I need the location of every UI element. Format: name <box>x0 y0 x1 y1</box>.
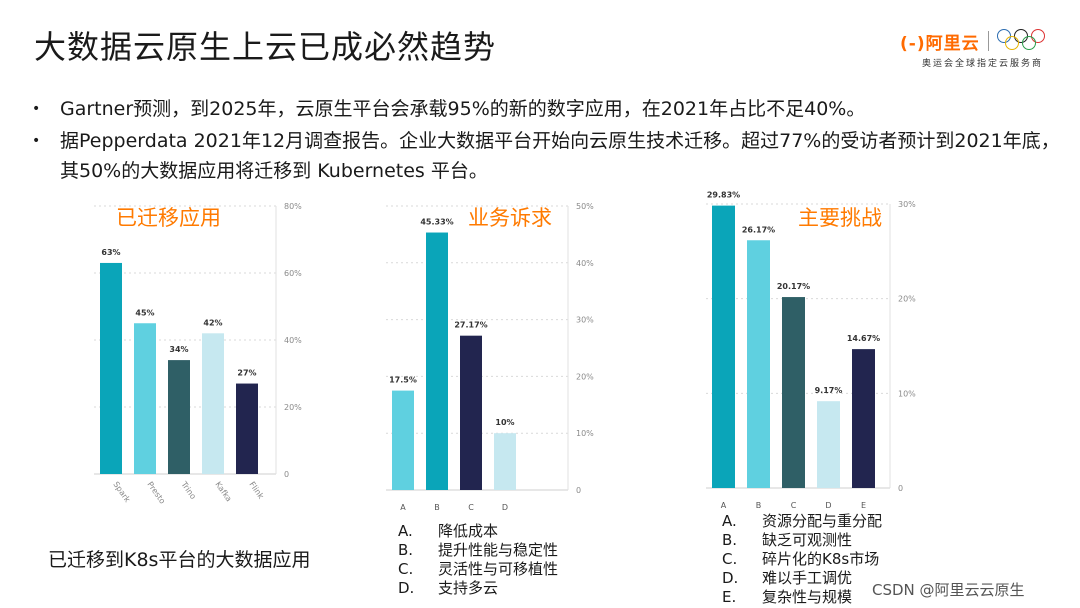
x-tick-label: Trino <box>179 479 198 501</box>
legend-item: B. 缺乏可观测性 <box>722 531 853 549</box>
bullet-text: Gartner预测，到2025年，云原生平台会承载95%的新的数字应用，在202… <box>60 98 866 120</box>
x-tick-label: D <box>502 503 508 512</box>
bar <box>236 383 258 474</box>
x-tick-label: B <box>756 501 762 510</box>
chart-migrated-apps: 已迁移应用 0 20% 40% 60% 80% 63% Spark 45% Presto 34% T… <box>80 196 310 516</box>
x-tick-label: Presto <box>145 480 167 506</box>
x-tick-label: D <box>825 501 831 510</box>
y-tick-label: 20% <box>576 372 594 381</box>
data-label: 34% <box>169 345 188 354</box>
chart-title: 已迁移应用 <box>116 206 221 230</box>
legend-item: A. 资源分配与重分配 <box>722 512 883 530</box>
data-label: 10% <box>495 418 514 427</box>
legend-item: E. 复杂性与规模 <box>722 588 853 606</box>
page-title: 大数据云原生上云已成必然趋势 <box>34 28 497 66</box>
y-tick-label: 20% <box>898 295 916 304</box>
y-tick-label: 0 <box>898 484 903 493</box>
y-tick-label: 0 <box>284 470 289 479</box>
logo-divider <box>987 31 989 51</box>
x-tick-label: E <box>861 501 866 510</box>
bar <box>852 349 875 488</box>
bar <box>168 360 190 474</box>
bullet-text: 据Pepperdata 2021年12月调查报告。企业大数据平台开始向云原生技术… <box>60 130 1060 182</box>
data-label: 63% <box>101 248 120 257</box>
y-tick-label: 30% <box>898 200 916 209</box>
bar <box>782 297 805 488</box>
watermark: CSDN @阿里云云原生 <box>872 581 1025 599</box>
bar <box>817 401 840 488</box>
x-tick-label: A <box>400 503 406 512</box>
bar <box>460 335 482 490</box>
data-label: 9.17% <box>815 386 843 395</box>
y-tick-label: 80% <box>284 202 302 211</box>
y-tick-label: 0 <box>576 486 581 495</box>
data-label: 45% <box>135 308 154 317</box>
x-tick-label: Kafka <box>213 480 233 503</box>
chart-svg: 0 20% 40% 60% 80% 63% Spark 45% Presto 34% Trino 42… <box>94 202 302 506</box>
x-tick-label: Flink <box>247 480 265 501</box>
x-tick-label: B <box>434 503 440 512</box>
data-label: 17.5% <box>389 376 417 385</box>
x-tick-label: C <box>791 501 797 510</box>
logo-subtitle: 奥运会全球指定云服务商 <box>922 59 1044 69</box>
data-label: 26.17% <box>742 225 775 234</box>
bar <box>100 262 122 474</box>
legend-item: A. 降低成本 <box>398 522 499 540</box>
y-tick-label: 60% <box>284 269 302 278</box>
y-tick-label: 40% <box>576 259 594 268</box>
legend-item: D. 支持多云 <box>398 579 499 597</box>
data-label: 20.17% <box>777 282 810 291</box>
bar <box>134 323 156 474</box>
olympic-rings-icon <box>996 29 1045 53</box>
y-tick-label: 10% <box>898 389 916 398</box>
aliyun-logo-mark: (-)阿里云 <box>900 33 980 54</box>
bar <box>494 433 516 490</box>
y-tick-label: 10% <box>576 429 594 438</box>
aliyun-logo: (-)阿里云 奥运会全球指定云服务商 <box>900 26 1068 72</box>
chart-main-challenges: 主要挑战 0 10% 20% 30% 29.83% A 26.17% B 20.17% C 9.17… <box>694 186 924 516</box>
bar <box>202 333 224 474</box>
chart-svg: 0 10% 20% 30% 29.83% A 26.17% B 20.17% C 9.17% D 14.… <box>706 191 916 510</box>
data-label: 27.17% <box>454 321 487 330</box>
legend-business-demands: A. 降低成本 B. 提升性能与稳定性 C. 灵活性与可移植性 D. 支持多云 <box>398 522 558 598</box>
bar <box>426 232 448 490</box>
bar <box>747 240 770 488</box>
chart-title: 主要挑战 <box>798 206 882 230</box>
legend-item: C. 碎片化的K8s市场 <box>722 550 880 568</box>
bar <box>712 205 735 489</box>
legend-main-challenges: A. 资源分配与重分配 B. 缺乏可观测性 C. 碎片化的K8s市场 D. 难以手工调优… <box>722 512 882 607</box>
chart-caption: 已迁移到K8s平台的大数据应用 <box>48 549 311 571</box>
x-tick-label: C <box>468 503 474 512</box>
data-label: 42% <box>203 318 222 327</box>
x-tick-label: Spark <box>111 480 132 504</box>
chart-svg: 0 10% 20% 30% 40% 50% 17.5% A 45.33% B 27.17% C 10% D <box>386 202 594 512</box>
bullet-dot-icon: • <box>32 101 41 117</box>
bullet-item: • 据Pepperdata 2021年12月调查报告。企业大数据平台开始向云原生… <box>30 126 1070 186</box>
legend-item: B. 提升性能与稳定性 <box>398 541 559 559</box>
chart-title: 业务诉求 <box>468 206 552 230</box>
y-tick-label: 40% <box>284 336 302 345</box>
y-tick-label: 50% <box>576 202 594 211</box>
data-label: 45.33% <box>420 218 453 227</box>
bullet-dot-icon: • <box>32 133 41 149</box>
legend-item: D. 难以手工调优 <box>722 569 853 587</box>
chart-business-demands: 业务诉求 0 10% 20% 30% 40% 50% 17.5% A 45.33% B 27.17%… <box>372 196 602 516</box>
y-tick-label: 30% <box>576 316 594 325</box>
bullet-item: • Gartner预测，到2025年，云原生平台会承载95%的新的数字应用，在2… <box>30 94 1070 124</box>
data-label: 29.83% <box>707 191 740 200</box>
bullet-list: • Gartner预测，到2025年，云原生平台会承载95%的新的数字应用，在2… <box>30 94 1070 188</box>
y-tick-label: 20% <box>284 403 302 412</box>
bar <box>392 390 414 490</box>
legend-item: C. 灵活性与可移植性 <box>398 560 559 578</box>
data-label: 14.67% <box>847 334 880 343</box>
x-tick-label: A <box>721 501 727 510</box>
data-label: 27% <box>237 369 256 378</box>
